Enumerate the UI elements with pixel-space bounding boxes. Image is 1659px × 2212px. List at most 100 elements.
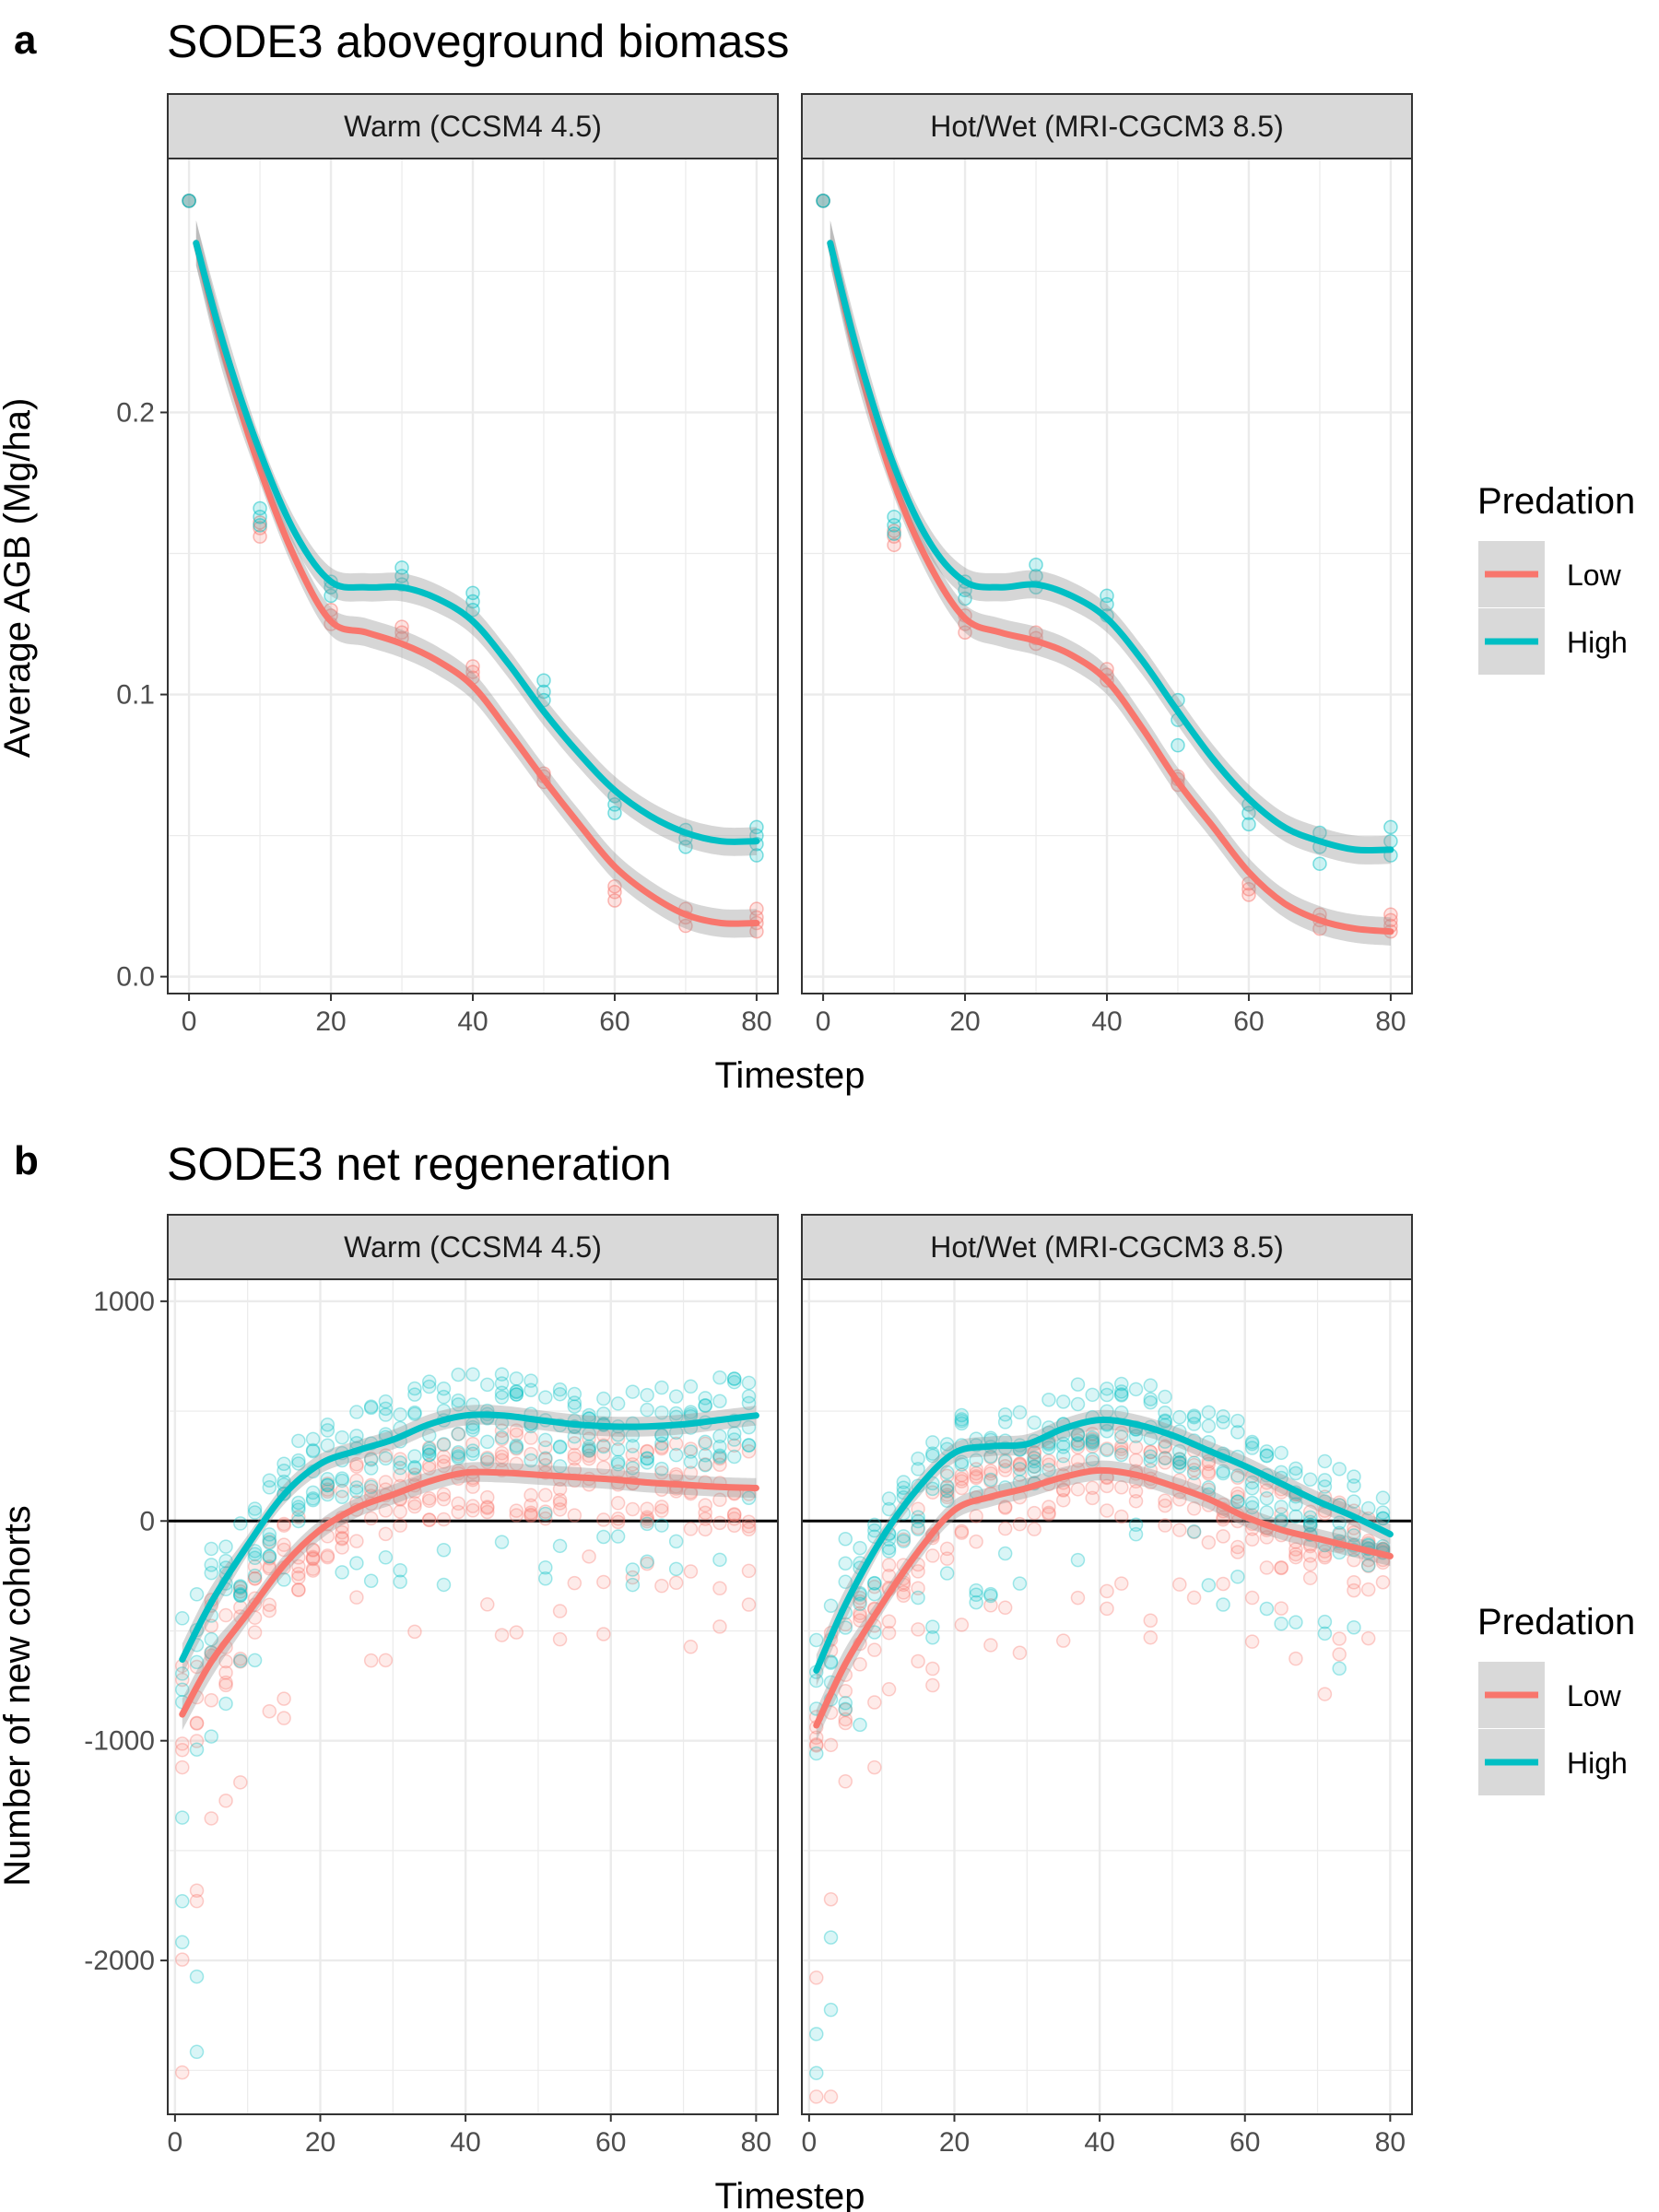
data-point-low [276,1691,291,1706]
data-point-high [378,1550,394,1565]
data-point-high [204,1631,219,1647]
data-point-low [538,1488,553,1502]
data-point-high [1055,1448,1071,1464]
data-point-high [291,1453,306,1468]
data-point-low [567,1575,582,1591]
data-point-high [969,1583,983,1598]
data-point-low [552,1492,568,1508]
data-point-high [1216,1409,1230,1424]
data-point-low [1114,1425,1129,1441]
data-point-high [1070,1437,1086,1452]
data-point-low [552,1631,568,1647]
data-point-low [1302,1557,1318,1572]
data-point-low [1055,1492,1071,1508]
data-point-high [363,1461,379,1476]
y-tick-label: -1000 [84,1726,155,1757]
data-point-low [607,885,622,900]
data-point-low [1383,912,1398,928]
data-point-high [809,1746,824,1761]
data-point-low [1230,1539,1245,1555]
data-point-high [509,1387,524,1402]
data-point-high [536,684,551,700]
data-point-high [552,1538,568,1554]
data-point-high [1259,1490,1275,1506]
data-point-high [175,1894,190,1909]
data-point-high [1085,1436,1100,1451]
data-point-low [305,1543,321,1558]
data-point-high [925,1630,940,1645]
data-point-high [726,1426,742,1441]
data-point-low [712,1515,727,1531]
data-point-low [189,1734,205,1748]
data-point-low [607,878,622,894]
data-point-low [997,1600,1013,1616]
x-tick-label: 0 [168,2127,183,2158]
data-point-low [524,1430,538,1445]
data-point-low [867,1759,882,1775]
data-point-low [1317,1687,1333,1701]
data-point-high [349,1405,364,1419]
data-point-low [349,1456,364,1472]
data-point-high [1332,1525,1347,1541]
data-point-high [182,194,196,208]
data-point-high [1012,1576,1028,1591]
data-point-low [1186,1476,1202,1490]
data-point-high [480,1434,495,1450]
data-point-low [698,1512,712,1526]
data-point-high [247,1550,263,1566]
data-point-high [838,1531,853,1547]
data-point-high [276,1463,291,1478]
data-point-high [305,1492,321,1508]
data-point-high [1302,1517,1318,1533]
data-point-low [1347,1575,1361,1590]
data-point-high [1172,1409,1187,1425]
data-point-low [1143,1444,1159,1460]
data-point-low [465,665,480,679]
data-point-low [1041,1500,1056,1514]
data-point-high [175,1611,190,1626]
data-point-low [983,1466,998,1481]
data-point-high [1317,1614,1333,1630]
data-point-low [853,1608,867,1623]
data-point-low [1070,1590,1086,1606]
data-point-high [911,1451,925,1466]
data-point-high [436,1542,452,1558]
data-point-high [741,1438,757,1453]
data-point-high [749,819,764,835]
data-point-low [983,1474,998,1488]
data-point-low [349,1473,364,1488]
data-point-low [451,1446,465,1462]
data-point-low [1230,1489,1245,1504]
data-point-low [582,1431,596,1446]
data-point-low [1012,1457,1028,1473]
data-point-low [726,1507,742,1522]
data-point-low [175,2065,190,2080]
data-point-low [596,1460,611,1476]
data-point-high [625,1461,641,1476]
data-point-low [218,1607,233,1623]
data-point-low [712,1451,727,1466]
data-point-low [465,1499,480,1513]
data-point-high [378,1451,394,1466]
data-point-low [291,1570,306,1585]
data-point-high [1274,1616,1288,1631]
data-point-low [1041,1505,1056,1521]
data-point-low [465,1436,480,1452]
data-point-high [1158,1414,1172,1429]
data-point-low [1085,1434,1100,1450]
y-tick-label: 0.2 [116,397,155,428]
data-point-high [305,1443,321,1459]
data-point-high [939,1483,955,1499]
data-point-low [610,1431,626,1446]
data-point-low [538,1504,553,1519]
data-point-low [654,1578,669,1594]
data-point-low [480,1450,495,1465]
data-point-high [1100,1387,1114,1403]
data-point-high [421,1428,437,1443]
data-point-low [175,1743,190,1758]
data-point-low [320,1548,335,1563]
data-point-high [1041,1463,1056,1477]
data-point-high [509,1384,524,1400]
data-point-high [1347,1478,1361,1493]
data-point-high [640,1554,654,1569]
